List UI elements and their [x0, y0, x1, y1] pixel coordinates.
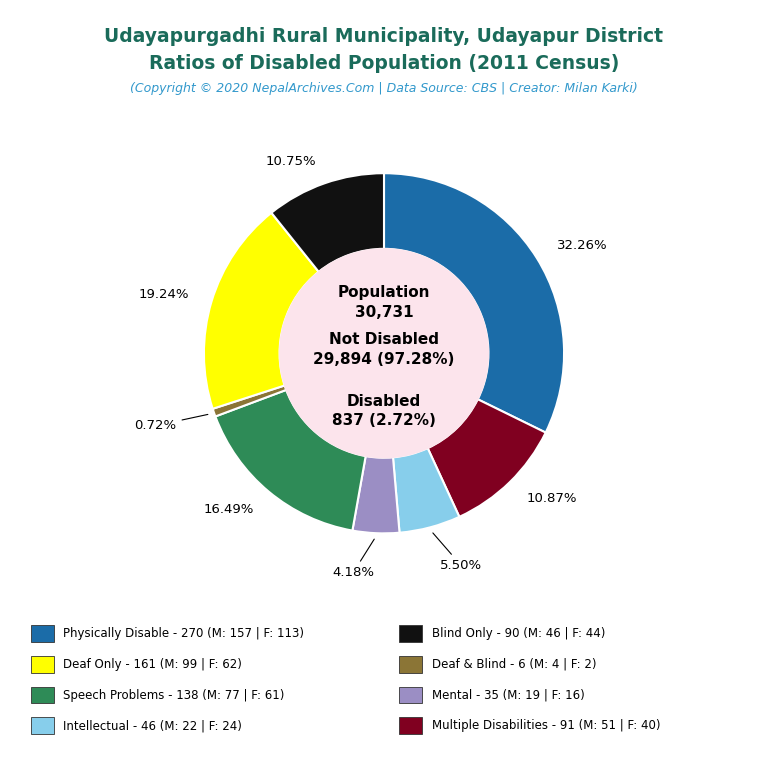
Text: Deaf Only - 161 (M: 99 | F: 62): Deaf Only - 161 (M: 99 | F: 62): [63, 658, 242, 670]
Wedge shape: [393, 449, 459, 533]
Text: 16.49%: 16.49%: [204, 503, 253, 516]
Wedge shape: [428, 399, 546, 517]
Text: Ratios of Disabled Population (2011 Census): Ratios of Disabled Population (2011 Cens…: [149, 54, 619, 73]
Text: Population
30,731: Population 30,731: [338, 286, 430, 320]
Text: Mental - 35 (M: 19 | F: 16): Mental - 35 (M: 19 | F: 16): [432, 689, 584, 701]
Wedge shape: [213, 386, 286, 416]
Text: 19.24%: 19.24%: [138, 289, 189, 301]
Text: (Copyright © 2020 NepalArchives.Com | Data Source: CBS | Creator: Milan Karki): (Copyright © 2020 NepalArchives.Com | Da…: [130, 82, 638, 95]
Text: Deaf & Blind - 6 (M: 4 | F: 2): Deaf & Blind - 6 (M: 4 | F: 2): [432, 658, 596, 670]
Text: 10.87%: 10.87%: [526, 492, 577, 505]
Text: 5.50%: 5.50%: [433, 533, 482, 572]
Wedge shape: [271, 174, 384, 272]
Text: 32.26%: 32.26%: [557, 239, 607, 252]
Wedge shape: [204, 213, 319, 409]
Text: Speech Problems - 138 (M: 77 | F: 61): Speech Problems - 138 (M: 77 | F: 61): [63, 689, 284, 701]
Circle shape: [280, 249, 488, 458]
Text: 0.72%: 0.72%: [134, 415, 208, 432]
Text: Intellectual - 46 (M: 22 | F: 24): Intellectual - 46 (M: 22 | F: 24): [63, 720, 242, 732]
Text: 10.75%: 10.75%: [266, 155, 316, 167]
Text: Blind Only - 90 (M: 46 | F: 44): Blind Only - 90 (M: 46 | F: 44): [432, 627, 605, 640]
Text: Udayapurgadhi Rural Municipality, Udayapur District: Udayapurgadhi Rural Municipality, Udayap…: [104, 27, 664, 46]
Text: Physically Disable - 270 (M: 157 | F: 113): Physically Disable - 270 (M: 157 | F: 11…: [63, 627, 304, 640]
Text: 4.18%: 4.18%: [332, 539, 374, 579]
Wedge shape: [353, 456, 399, 533]
Wedge shape: [384, 174, 564, 432]
Text: Not Disabled
29,894 (97.28%): Not Disabled 29,894 (97.28%): [313, 333, 455, 367]
Text: Disabled
837 (2.72%): Disabled 837 (2.72%): [332, 393, 436, 429]
Text: Multiple Disabilities - 91 (M: 51 | F: 40): Multiple Disabilities - 91 (M: 51 | F: 4…: [432, 720, 660, 732]
Wedge shape: [215, 390, 366, 531]
